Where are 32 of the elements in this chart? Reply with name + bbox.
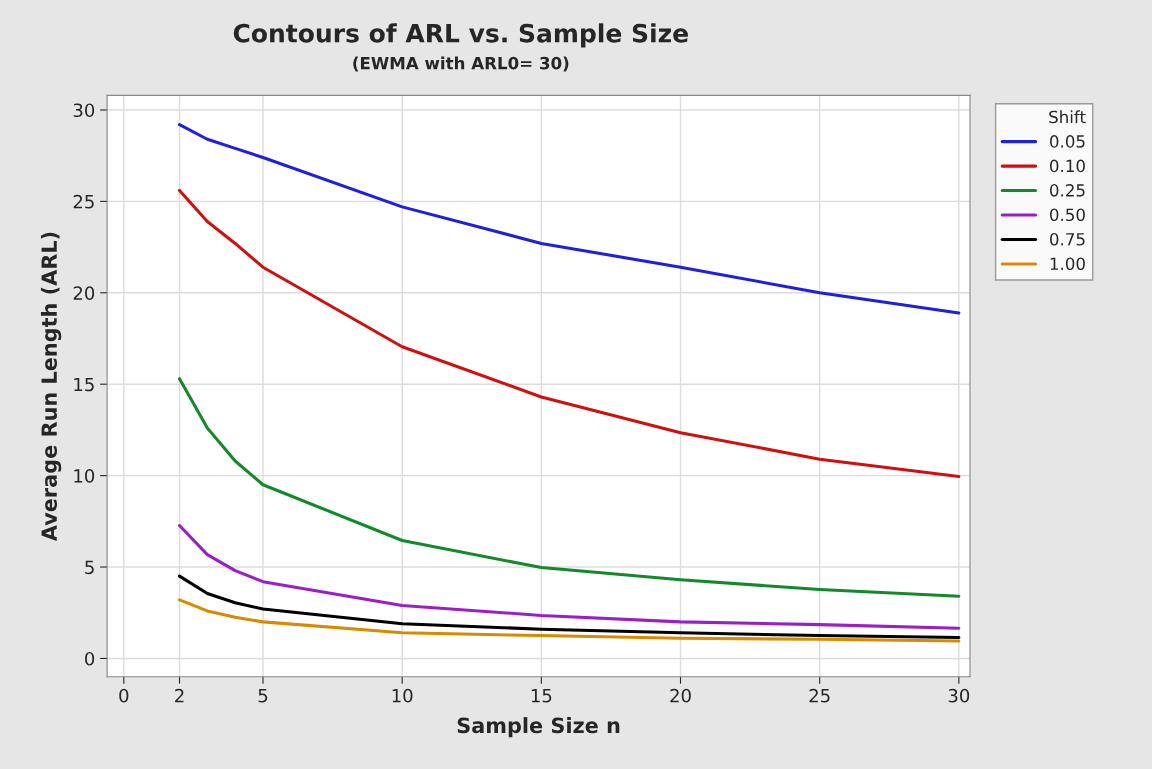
line-series xyxy=(177,598,961,643)
x-axis-title: Sample Size n xyxy=(457,717,620,738)
line-series xyxy=(177,377,961,598)
line-series xyxy=(177,574,961,639)
line-series xyxy=(177,188,961,479)
x-tick-label: 20 xyxy=(670,688,691,703)
legend-label: 0.75 xyxy=(1050,232,1085,246)
legend-label: 0.25 xyxy=(1050,184,1085,197)
line-series xyxy=(177,123,961,315)
y-tick-label: 0 xyxy=(85,651,95,666)
legend-label: 0.05 xyxy=(1050,135,1085,148)
x-tick-label: 30 xyxy=(948,688,970,703)
legend-title: Shift xyxy=(1049,110,1086,124)
y-tick-label: 5 xyxy=(85,560,94,575)
legend-label: 0.10 xyxy=(1050,159,1085,173)
y-tick-label: 25 xyxy=(73,194,94,209)
x-tick-label: 5 xyxy=(258,689,268,703)
legend-label: 1.00 xyxy=(1050,257,1085,271)
line-series xyxy=(177,524,961,630)
y-tick-label: 30 xyxy=(73,103,95,118)
y-tick-label: 10 xyxy=(74,469,95,483)
x-tick-label: 0 xyxy=(119,688,129,703)
chart-subtitle: (EWMA with ARL0= 30) xyxy=(353,56,569,72)
x-tick-label: 2 xyxy=(175,688,184,703)
legend-label: 0.50 xyxy=(1050,208,1085,222)
x-tick-label: 10 xyxy=(392,688,413,703)
y-tick-label: 15 xyxy=(74,377,94,392)
x-tick-label: 25 xyxy=(809,688,830,703)
x-tick-label: 15 xyxy=(531,689,552,703)
y-axis-title: Average Run Length (ARL) xyxy=(40,232,62,542)
y-tick-label: 20 xyxy=(73,286,95,300)
chart-title: Contours of ARL vs. Sample Size xyxy=(233,23,688,48)
